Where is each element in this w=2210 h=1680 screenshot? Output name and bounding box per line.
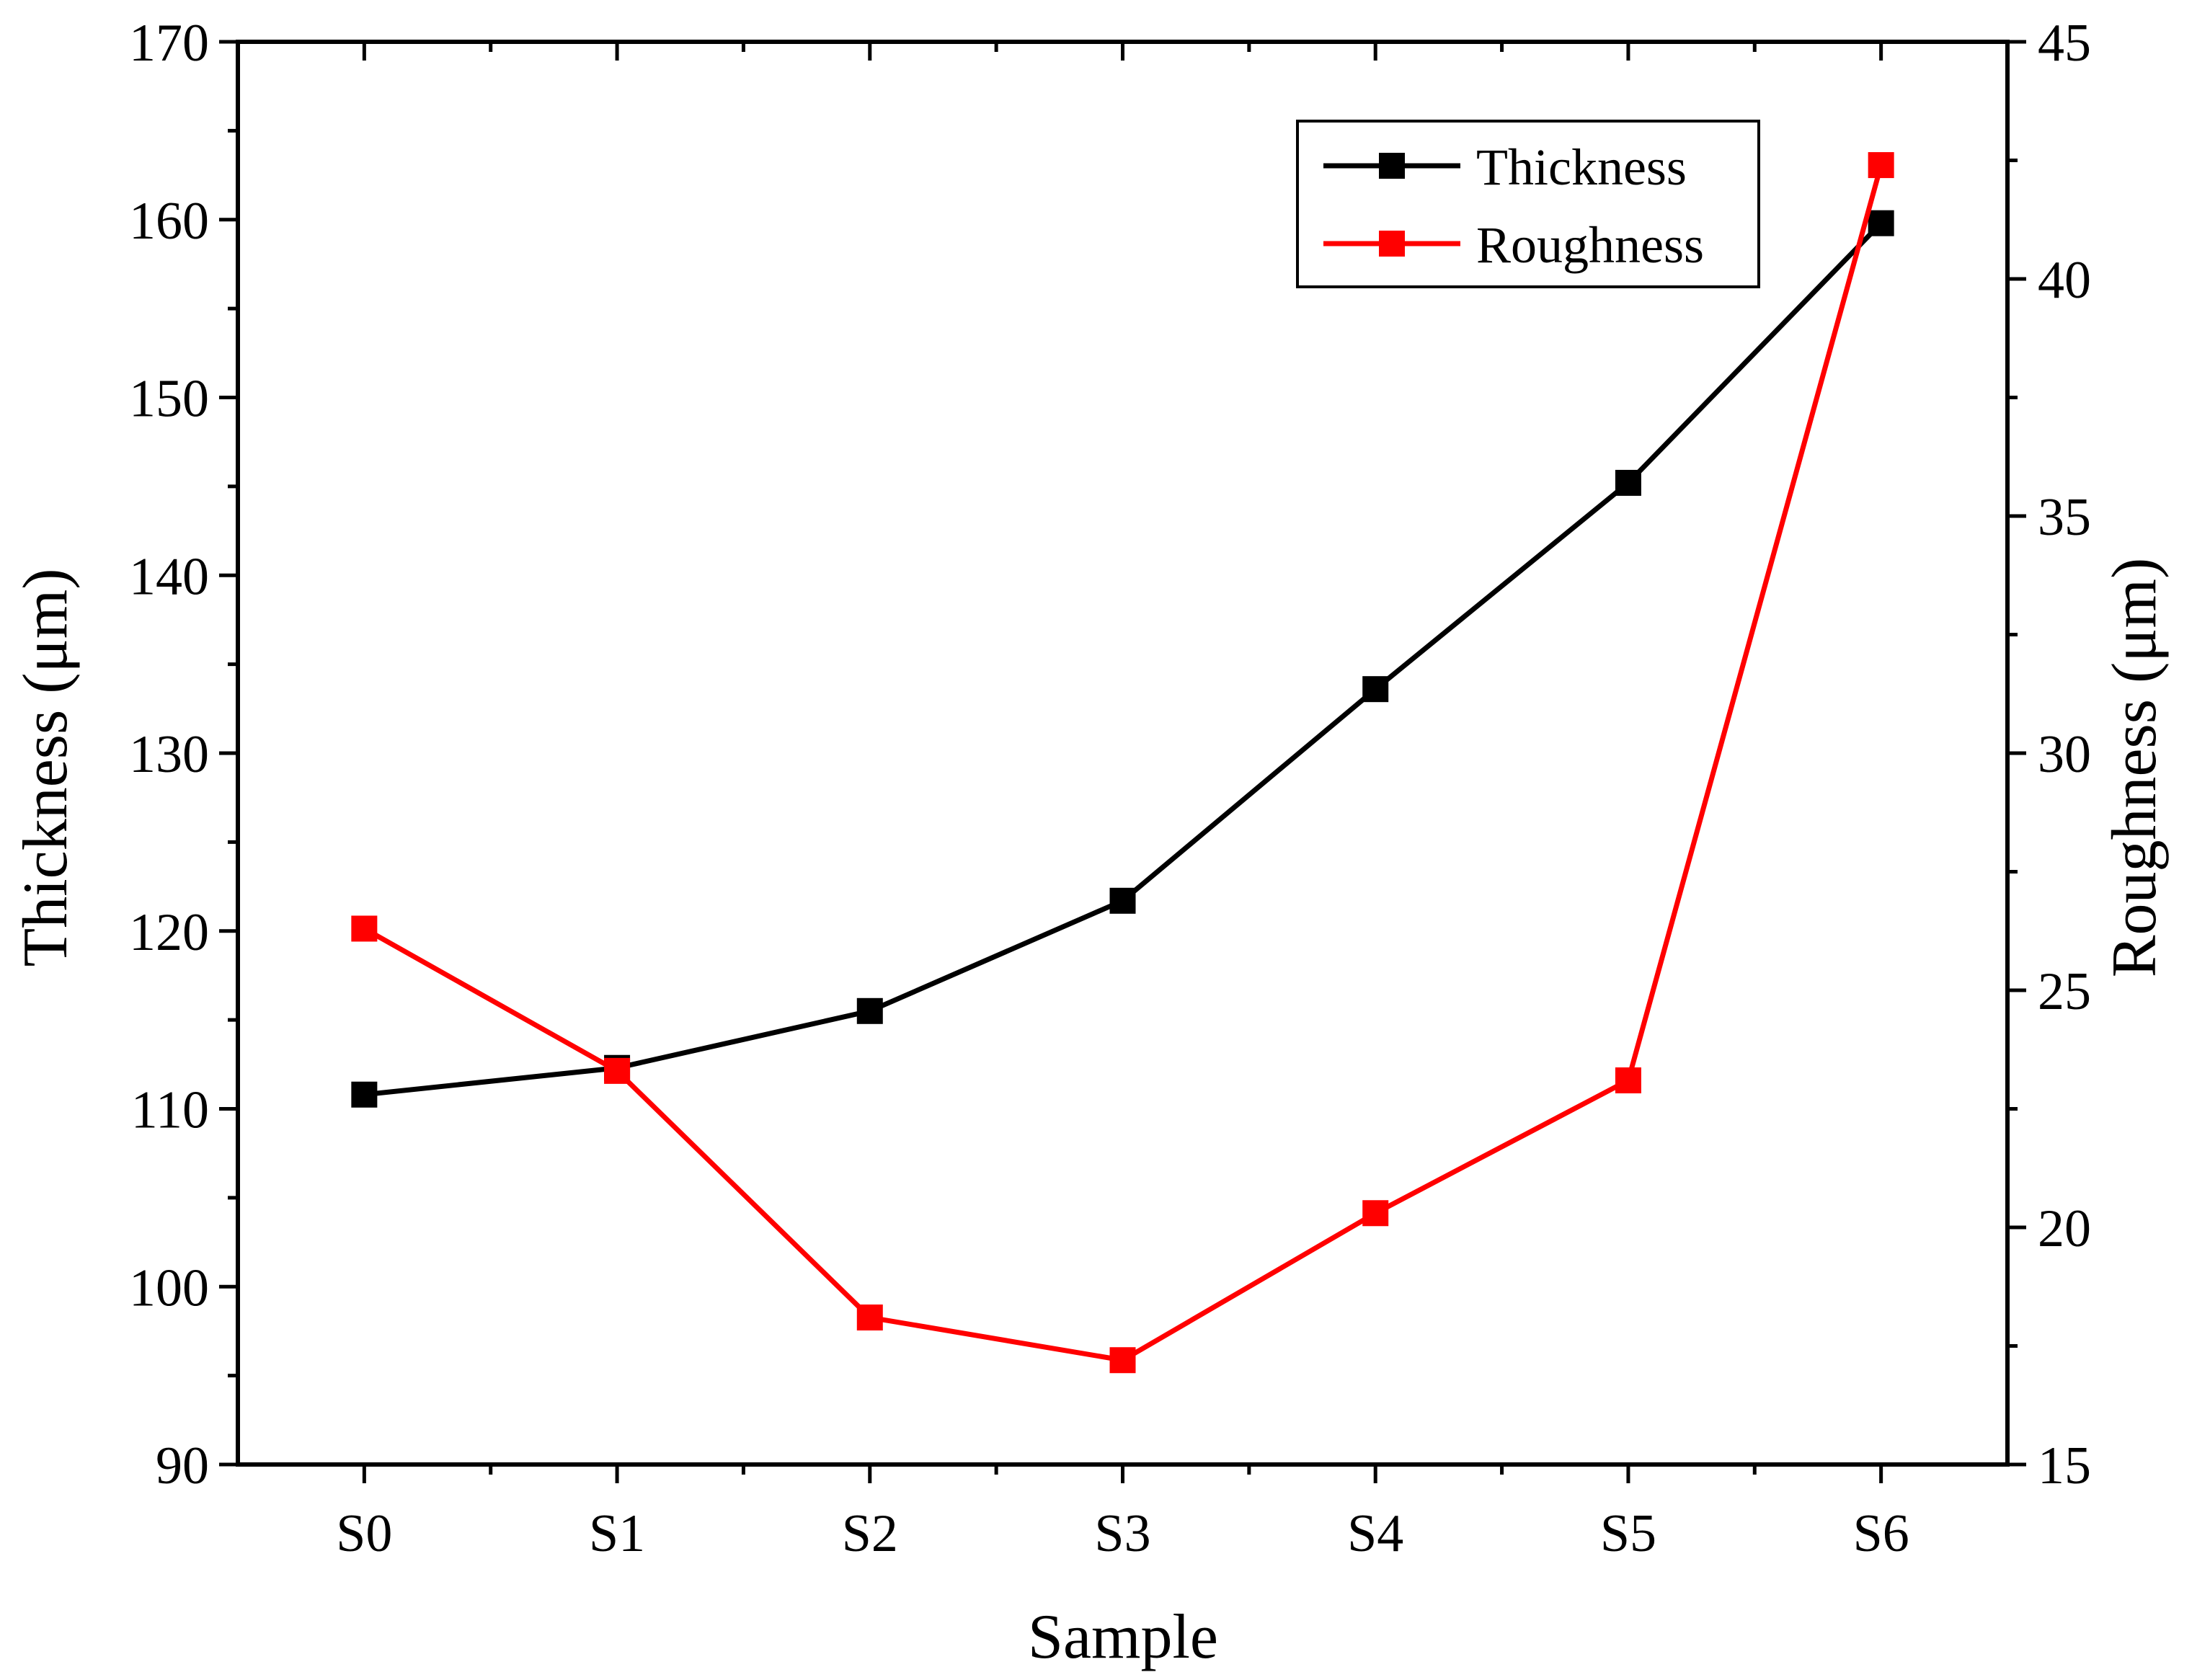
x-tick-label: S6: [1853, 1504, 1909, 1563]
y2-tick-label: 20: [2038, 1199, 2091, 1258]
y2-tick-label: 25: [2038, 962, 2091, 1021]
x-tick-label: S5: [1600, 1504, 1656, 1563]
x-tick-label: S4: [1347, 1504, 1403, 1563]
legend-thickness-marker: [1379, 153, 1405, 179]
x-tick-label: S1: [589, 1504, 645, 1563]
y-tick-label: 170: [129, 14, 209, 73]
y2-tick-label: 45: [2038, 14, 2091, 73]
roughness-point: [1868, 152, 1894, 179]
y-tick-label: 160: [129, 192, 209, 251]
x-axis-title: Sample: [1028, 1602, 1218, 1672]
y2-axis-title: Roughness (μm): [2100, 558, 2170, 977]
legend-roughness-marker: [1379, 231, 1405, 257]
x-tick-label: S3: [1094, 1504, 1150, 1563]
legend-roughness-label: Roughness: [1476, 216, 1704, 274]
thickness-point: [1868, 210, 1894, 236]
y-tick-label: 150: [129, 370, 209, 429]
thickness-point: [1109, 887, 1136, 914]
y-tick-label: 110: [131, 1081, 209, 1140]
y-tick-label: 140: [129, 547, 209, 606]
thickness-point: [1362, 676, 1389, 703]
y2-tick-label: 35: [2038, 488, 2091, 547]
legend: Thickness Roughness: [1296, 120, 1760, 288]
axes-layer: S0 S1 S2 S3 S4 S5 S6 90 100 110 120 130 140 150 160 170…: [129, 14, 2091, 1563]
y-tick-label: 130: [129, 725, 209, 784]
y2-tick-label: 15: [2038, 1436, 2091, 1495]
roughness-point: [351, 915, 378, 942]
y-tick-label: 90: [156, 1436, 209, 1495]
y2-tick-label: 30: [2038, 725, 2091, 784]
legend-box: [1296, 120, 1760, 288]
series-layer: [351, 152, 1894, 1374]
legend-thickness-label: Thickness: [1476, 138, 1687, 196]
thickness-point: [351, 1081, 378, 1108]
x-tick-label: S0: [336, 1504, 392, 1563]
thickness-line: [363, 221, 1883, 1098]
x-tick-label: S2: [842, 1504, 898, 1563]
roughness-point: [1109, 1347, 1136, 1374]
roughness-point: [1362, 1200, 1389, 1227]
roughness-point: [856, 1305, 883, 1331]
roughness-point: [604, 1057, 631, 1084]
y-axis-title: Thickness (μm): [11, 568, 81, 966]
y-tick-label: 120: [129, 903, 209, 962]
thickness-point: [1615, 469, 1641, 496]
y2-tick-label: 40: [2038, 251, 2091, 310]
y-tick-label: 100: [129, 1258, 209, 1317]
roughness-line: [363, 164, 1884, 1363]
roughness-point: [1615, 1067, 1641, 1094]
thickness-point: [856, 997, 883, 1024]
